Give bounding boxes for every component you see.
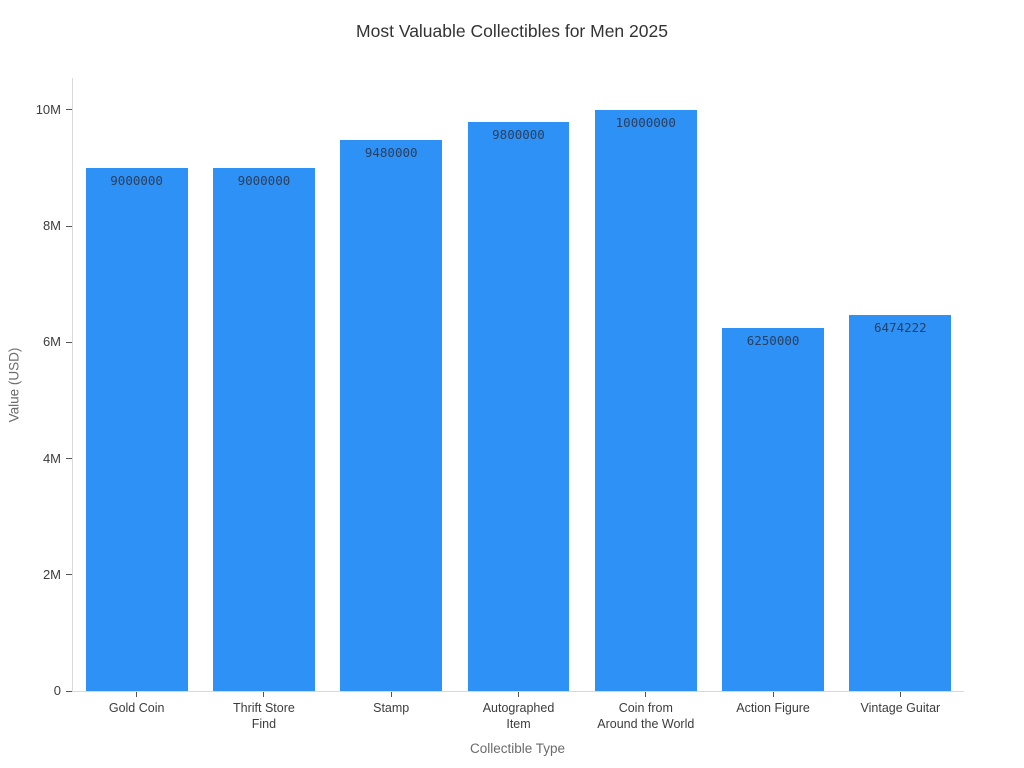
bar-stamp[interactable]: 9480000: [340, 140, 443, 691]
x-tick-label-line: Thrift Store: [233, 701, 295, 715]
bar-coin-from-around-the-world[interactable]: 10000000: [594, 109, 697, 691]
x-tick-label-line: Stamp: [373, 701, 410, 715]
x-tick-label: Gold Coin: [72, 700, 202, 716]
x-tick-label: Action Figure: [708, 700, 838, 716]
bar-gold-coin[interactable]: 9000000: [85, 168, 188, 691]
x-axis-title: Collectible Type: [469, 741, 566, 756]
x-tick-mark: [899, 692, 901, 697]
y-tick-label: 6M: [42, 334, 61, 350]
bar-value-label: 9000000: [110, 173, 163, 189]
bar-value-label: 6474222: [874, 319, 927, 335]
x-tick-label: Autographed Item: [454, 700, 584, 732]
x-tick-mark: [390, 692, 392, 697]
x-tick-label: Stamp: [326, 700, 456, 716]
y-tick-label: 10M: [35, 101, 61, 117]
x-tick-label-line: Find: [251, 717, 277, 731]
x-tick-mark: [518, 692, 519, 697]
y-tick-label: 4M: [42, 450, 61, 466]
x-tick-label-line: Coin from: [618, 701, 673, 715]
x-tick-mark: [772, 692, 774, 697]
bar-value-label: 9800000: [492, 126, 545, 142]
y-tick-label: 8M: [42, 218, 61, 234]
bar-value-label: 9480000: [364, 145, 418, 161]
bar-value-label: 10000000: [615, 114, 676, 130]
x-tick-mark: [645, 692, 647, 697]
bar-action-figure[interactable]: 6250000: [722, 327, 824, 691]
bar-vintage-guitar[interactable]: 6474222: [849, 314, 952, 691]
x-tick-label-line: Item: [506, 717, 531, 731]
x-tick-label-line: Vintage Guitar: [860, 701, 941, 715]
x-tick-label: Thrift Store Find: [199, 700, 329, 732]
y-tick-mark: [66, 690, 72, 692]
x-tick-mark: [263, 692, 265, 697]
y-tick-label: 0: [53, 683, 61, 698]
bar-autographed-item[interactable]: 9800000: [467, 121, 570, 691]
plot-area: 0 2M 4M 6M 8M 10M 9000000 9000000 9480000 980000…: [36, 78, 964, 731]
y-axis-title: Value (USD): [6, 347, 22, 423]
bar-thrift-store-find[interactable]: 9000000: [213, 168, 315, 691]
y-tick-mark: [66, 574, 72, 576]
y-tick-mark: [66, 225, 72, 227]
x-tick-label-line: Around the World: [597, 717, 695, 731]
x-tick-label: Coin from Around the World: [581, 700, 711, 732]
y-tick-mark: [66, 341, 72, 343]
y-tick-mark: [66, 109, 72, 111]
x-tick-label-line: Action Figure: [736, 701, 810, 715]
x-tick-label-line: Autographed: [482, 701, 555, 715]
x-tick-mark: [136, 692, 138, 697]
x-tick-label: Vintage Guitar: [835, 700, 965, 716]
bar-value-label: 9000000: [237, 173, 291, 189]
x-tick-label-line: Gold Coin: [108, 701, 165, 715]
bar-value-label: 6250000: [746, 332, 800, 348]
y-tick-mark: [66, 458, 72, 460]
chart-title: Most Valuable Collectibles for Men 2025: [356, 21, 668, 41]
y-tick-label: 2M: [42, 566, 61, 582]
